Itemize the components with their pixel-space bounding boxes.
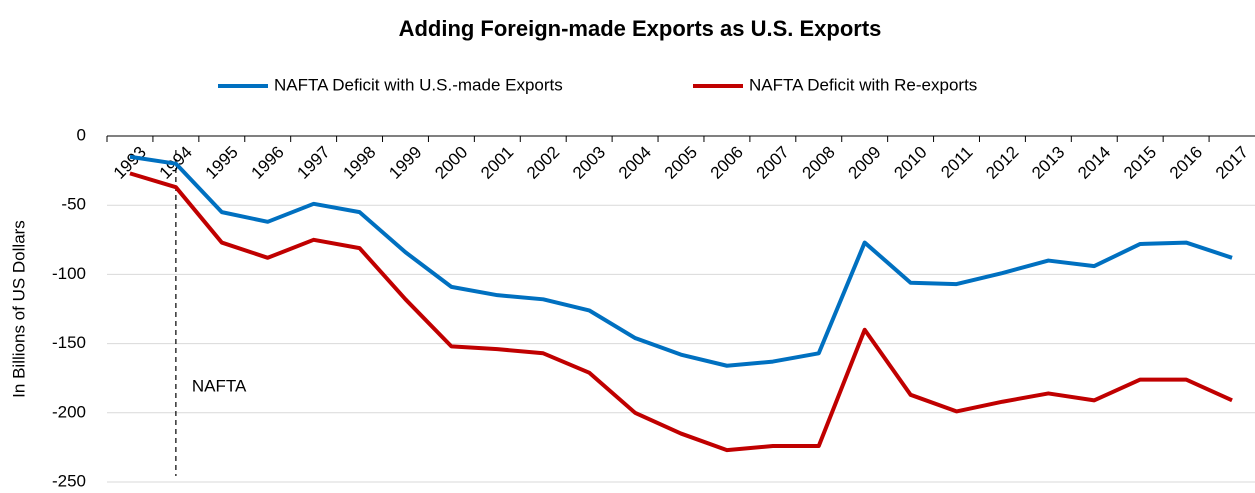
x-tick-label: 1996 [248,143,288,183]
x-tick-label: 2017 [1212,143,1252,183]
x-tick-label: 1997 [293,143,333,183]
x-tick-label: 2005 [661,143,701,183]
y-tick-label: 0 [77,125,86,144]
y-tick-label: -200 [52,402,86,421]
data-line [129,171,1233,453]
chart-title: Adding Foreign-made Exports as U.S. Expo… [399,16,882,41]
data-line [129,154,1233,368]
x-tick-label: 1995 [202,143,242,183]
x-tick-label: 1998 [339,143,379,183]
x-tick-label: 2000 [431,143,471,183]
annotation: NAFTA [192,376,247,395]
x-tick-label: 2008 [799,143,839,183]
x-tick-label: 1999 [385,143,425,183]
x-tick-label: 2012 [982,143,1022,183]
x-tick-label: 2009 [844,143,884,183]
x-tick-label: 2013 [1028,143,1068,183]
y-tick-label: -100 [52,264,86,283]
x-tick-label: 2014 [1074,143,1114,183]
y-tick-label: -150 [52,333,86,352]
x-tick-label: 2003 [569,143,609,183]
y-tick-label: -50 [61,195,86,214]
legend-label: NAFTA Deficit with U.S.-made Exports [274,75,563,94]
x-tick-label: 2001 [477,143,517,183]
legend-label: NAFTA Deficit with Re-exports [749,75,977,94]
x-tick-label: 2004 [615,143,655,183]
y-axis-label: In Billions of US Dollars [9,220,28,398]
x-tick-label: 2015 [1120,143,1160,183]
x-tick-label: 2011 [937,143,976,182]
x-tick-label: 2006 [707,143,747,183]
y-tick-label: -250 [52,471,86,490]
x-tick-label: 2016 [1166,143,1206,183]
x-tick-label: 2002 [523,143,563,183]
x-tick-label: 2007 [753,143,793,183]
x-tick-label: 2010 [890,143,930,183]
